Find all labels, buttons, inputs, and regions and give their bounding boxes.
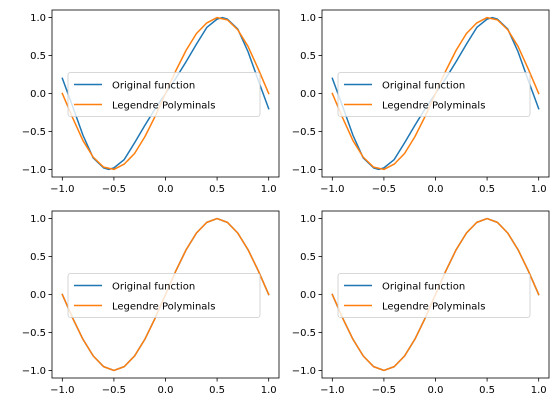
subplot-3: −1.0 −0.5 0.0 0.5 1.0 −1.0 −0.5 0.0 0.5 1.0 Origin… bbox=[22, 210, 280, 396]
x-tick-label: −0.5 bbox=[102, 184, 126, 195]
x-tick-label: −1.0 bbox=[50, 184, 74, 195]
y-tick-label: −0.5 bbox=[292, 127, 316, 138]
x-tick-label: −1.0 bbox=[320, 385, 344, 396]
y-tick-label: 1.0 bbox=[30, 214, 46, 225]
y-tick-label: −1.0 bbox=[292, 366, 316, 377]
x-tick-label: 1.0 bbox=[531, 184, 547, 195]
x-tick-label: 0.5 bbox=[209, 385, 225, 396]
y-tick-label: 0.0 bbox=[300, 290, 316, 301]
y-tick-label: −1.0 bbox=[292, 165, 316, 176]
x-tick-label: 1.0 bbox=[261, 184, 277, 195]
y-tick-label: −1.0 bbox=[22, 366, 46, 377]
legend-label: Legendre Polyminals bbox=[112, 101, 215, 112]
x-tick-label: −0.5 bbox=[102, 385, 126, 396]
legend-label: Original function bbox=[112, 81, 195, 92]
x-tick-label: 0.0 bbox=[428, 184, 444, 195]
x-tick-label: −1.0 bbox=[50, 385, 74, 396]
legend-label: Original function bbox=[112, 282, 195, 293]
y-tick-label: 0.5 bbox=[30, 51, 46, 62]
x-tick-label: 1.0 bbox=[261, 385, 277, 396]
y-tick-label: 1.0 bbox=[30, 13, 46, 24]
y-tick-label: −0.5 bbox=[292, 328, 316, 339]
legend-box bbox=[67, 72, 261, 117]
legend: Original function Legendre Polyminals bbox=[337, 72, 531, 117]
legend-label: Original function bbox=[382, 282, 465, 293]
legend: Original function Legendre Polyminals bbox=[67, 72, 261, 117]
legend-box bbox=[337, 273, 531, 318]
x-tick-label: 0.0 bbox=[158, 184, 174, 195]
y-tick-label: −0.5 bbox=[22, 127, 46, 138]
x-tick-label: 0.0 bbox=[158, 385, 174, 396]
legend-label: Legendre Polyminals bbox=[382, 302, 485, 313]
legend-label: Legendre Polyminals bbox=[382, 101, 485, 112]
subplot-4: −1.0 −0.5 0.0 0.5 1.0 −1.0 −0.5 0.0 0.5 1.0 Origin… bbox=[292, 210, 550, 396]
x-tick-label: −0.5 bbox=[372, 184, 396, 195]
x-tick-label: 0.0 bbox=[428, 385, 444, 396]
legend-label: Original function bbox=[382, 81, 465, 92]
subplot-1: −1.0 −0.5 0.0 0.5 1.0 −1.0 −0.5 0.0 0.5 1.0 Origin… bbox=[22, 9, 280, 195]
y-tick-label: −0.5 bbox=[22, 328, 46, 339]
x-tick-label: 1.0 bbox=[531, 385, 547, 396]
legend: Original function Legendre Polyminals bbox=[337, 273, 531, 318]
y-tick-label: 0.0 bbox=[300, 89, 316, 100]
legend-box bbox=[337, 72, 531, 117]
y-tick-label: 1.0 bbox=[300, 13, 316, 24]
x-tick-label: −1.0 bbox=[320, 184, 344, 195]
subplot-2: −1.0 −0.5 0.0 0.5 1.0 −1.0 −0.5 0.0 0.5 1.0 Origin… bbox=[292, 9, 550, 195]
x-tick-label: 0.5 bbox=[479, 184, 495, 195]
x-tick-label: 0.5 bbox=[209, 184, 225, 195]
y-tick-label: 0.5 bbox=[300, 51, 316, 62]
x-tick-label: −0.5 bbox=[372, 385, 396, 396]
x-tick-label: 0.5 bbox=[479, 385, 495, 396]
y-tick-label: 0.5 bbox=[300, 252, 316, 263]
legend: Original function Legendre Polyminals bbox=[67, 273, 261, 318]
y-tick-label: −1.0 bbox=[22, 165, 46, 176]
y-tick-label: 0.0 bbox=[30, 290, 46, 301]
y-tick-label: 1.0 bbox=[300, 214, 316, 225]
legend-label: Legendre Polyminals bbox=[112, 302, 215, 313]
y-tick-label: 0.5 bbox=[30, 252, 46, 263]
legend-box bbox=[67, 273, 261, 318]
y-tick-label: 0.0 bbox=[30, 89, 46, 100]
